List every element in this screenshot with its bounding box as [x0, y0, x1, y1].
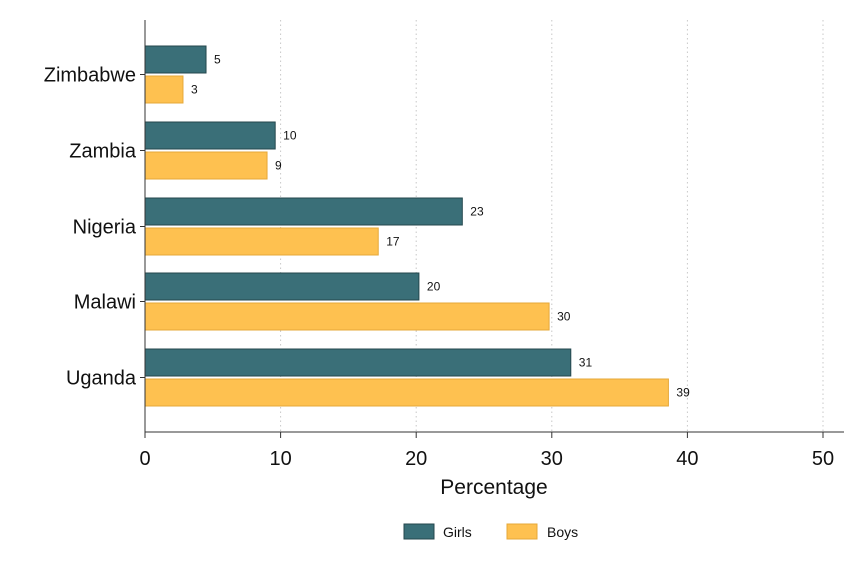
value-label-boys-zimbabwe: 3 — [191, 83, 198, 97]
bar-girls-zimbabwe — [144, 45, 207, 74]
value-label-girls-nigeria: 23 — [470, 205, 484, 219]
value-label-boys-malawi: 30 — [557, 310, 571, 324]
category-label-nigeria: Nigeria — [73, 217, 137, 239]
value-label-boys-zambia: 9 — [275, 159, 282, 173]
legend-swatch-girls — [403, 523, 435, 540]
legend-label-girls: Girls — [443, 524, 472, 540]
bar-boys-uganda — [144, 378, 669, 407]
x-tick-label-10: 10 — [269, 448, 291, 470]
x-tick-label-0: 0 — [139, 448, 150, 470]
value-label-boys-uganda: 39 — [676, 386, 690, 400]
bar-girls-uganda — [144, 348, 572, 377]
bars-layer — [144, 45, 669, 407]
value-label-girls-zimbabwe: 5 — [214, 53, 221, 67]
legend-label-boys: Boys — [547, 524, 578, 540]
value-label-boys-nigeria: 17 — [386, 235, 400, 249]
x-tick-label-20: 20 — [405, 448, 427, 470]
bar-girls-zambia — [144, 121, 276, 150]
value-label-girls-zambia: 10 — [283, 129, 297, 143]
x-tick-label-50: 50 — [812, 448, 834, 470]
value-label-girls-malawi: 20 — [427, 280, 441, 294]
category-label-zambia: Zambia — [69, 141, 137, 163]
x-tick-label-40: 40 — [676, 448, 698, 470]
labels-layer: 5 3 Zimbabwe 10 9 Zambia 23 17 Nigeria 20 30 Malawi… — [44, 53, 834, 471]
legend: Girls Boys — [403, 523, 578, 540]
x-axis-title: Percentage — [440, 476, 547, 499]
bar-boys-malawi — [144, 302, 550, 331]
value-label-girls-uganda: 31 — [579, 356, 593, 370]
bar-boys-zimbabwe — [144, 75, 184, 104]
category-label-zimbabwe: Zimbabwe — [44, 65, 136, 87]
x-tick-label-30: 30 — [541, 448, 563, 470]
bar-girls-nigeria — [144, 197, 463, 226]
category-label-malawi: Malawi — [74, 292, 136, 314]
bar-boys-zambia — [144, 151, 268, 180]
bar-girls-malawi — [144, 272, 420, 301]
legend-swatch-boys — [506, 523, 538, 540]
bar-boys-nigeria — [144, 227, 379, 256]
axes-layer — [140, 20, 844, 438]
category-label-uganda: Uganda — [66, 368, 137, 390]
